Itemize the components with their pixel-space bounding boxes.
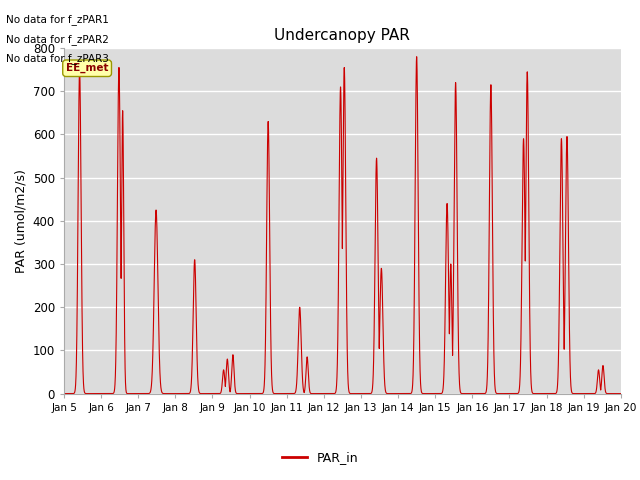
Text: No data for f_zPAR1: No data for f_zPAR1 xyxy=(6,14,109,25)
Text: No data for f_zPAR3: No data for f_zPAR3 xyxy=(6,53,109,64)
Text: EE_met: EE_met xyxy=(66,63,108,73)
Y-axis label: PAR (umol/m2/s): PAR (umol/m2/s) xyxy=(14,169,27,273)
Text: No data for f_zPAR2: No data for f_zPAR2 xyxy=(6,34,109,45)
Title: Undercanopy PAR: Undercanopy PAR xyxy=(275,28,410,43)
Legend: PAR_in: PAR_in xyxy=(276,446,364,469)
